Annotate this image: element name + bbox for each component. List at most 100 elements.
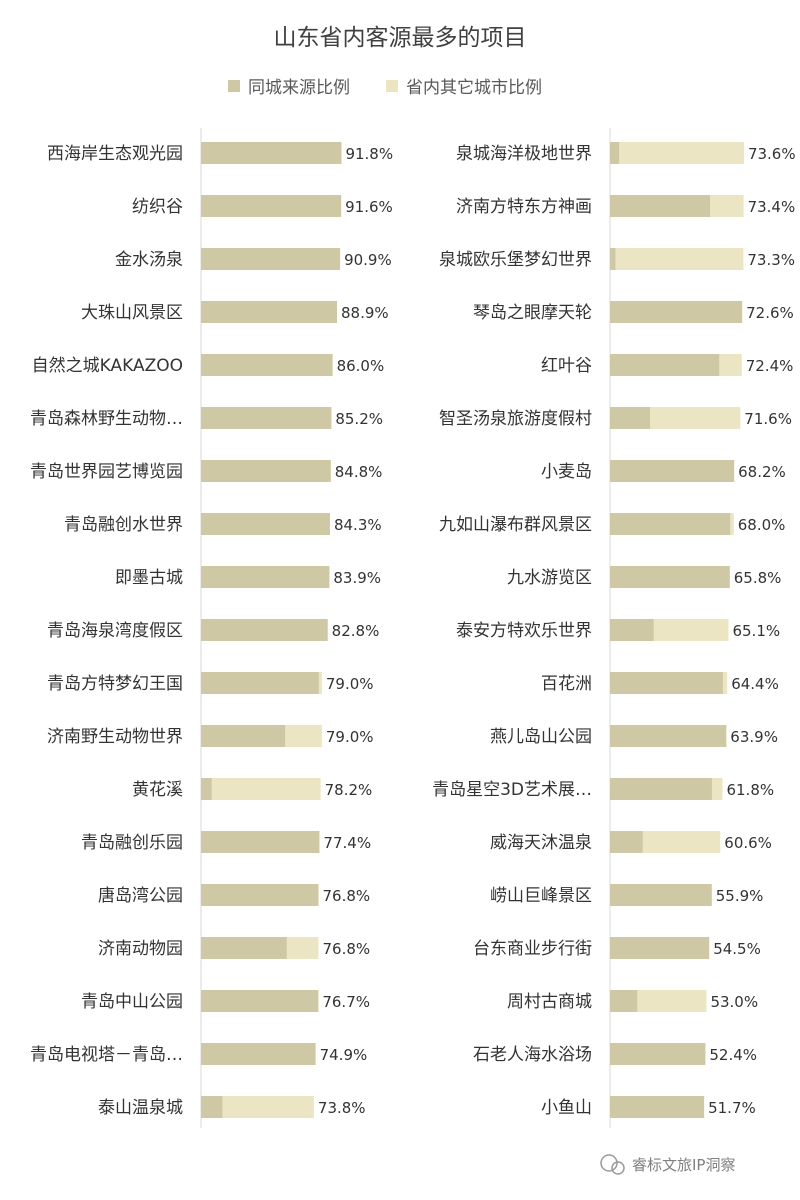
category-label: 青岛电视塔－青岛… <box>30 1045 183 1065</box>
value-label: 78.2% <box>325 781 373 799</box>
value-label: 73.8% <box>318 1099 366 1117</box>
legend-swatch-other-city <box>386 80 398 92</box>
value-label: 73.4% <box>748 198 796 216</box>
bar-same-city <box>201 725 286 747</box>
bar-same-city <box>610 354 720 376</box>
legend-label-same-city: 同城来源比例 <box>248 78 350 98</box>
bar-row: 金水汤泉 90.9% <box>115 248 392 270</box>
bar-same-city <box>610 831 643 853</box>
category-label: 九如山瀑布群风景区 <box>439 515 592 535</box>
bar-row: 威海天沐温泉 60.6% <box>490 831 772 853</box>
category-label: 青岛海泉湾度假区 <box>47 621 183 641</box>
bar-same-city <box>610 990 638 1012</box>
bar-row: 小麦岛 68.2% <box>541 460 786 482</box>
bar-row: 济南方特东方神画 73.4% <box>456 195 795 217</box>
bar-row: 泰安方特欢乐世界 65.1% <box>456 619 780 641</box>
bar-same-city <box>201 990 319 1012</box>
category-label: 青岛融创水世界 <box>64 515 183 535</box>
value-label: 76.8% <box>323 940 371 958</box>
bar-same-city <box>201 142 342 164</box>
value-label: 53.0% <box>710 993 758 1011</box>
bar-same-city <box>201 831 320 853</box>
value-label: 77.4% <box>323 834 371 852</box>
bar-same-city <box>201 672 319 694</box>
bar-other-city <box>201 1096 314 1118</box>
bar-row: 智圣汤泉旅游度假村 71.6% <box>439 407 792 429</box>
value-label: 60.6% <box>724 834 772 852</box>
bar-same-city <box>201 1043 316 1065</box>
bar-same-city <box>610 1096 705 1118</box>
bar-row: 大珠山风景区 88.9% <box>81 301 389 323</box>
category-label: 青岛融创乐园 <box>81 833 183 853</box>
bar-same-city <box>610 725 727 747</box>
bar-same-city <box>201 619 328 641</box>
right-panel: 泉城海洋极地世界 73.6% 济南方特东方神画 73.4% 泉城欧乐堡梦幻世界 73.3%… <box>432 142 796 1118</box>
bar-row: 泉城欧乐堡梦幻世界 73.3% <box>439 248 795 270</box>
bar-row: 青岛电视塔－青岛… 74.9% <box>30 1043 367 1065</box>
bar-same-city <box>610 566 730 588</box>
bar-row: 即墨古城 83.9% <box>115 566 381 588</box>
bar-row: 唐岛湾公园 76.8% <box>98 884 370 906</box>
watermark-text: 睿标文旅IP洞察 <box>632 1156 735 1174</box>
value-label: 61.8% <box>726 781 774 799</box>
legend: 同城来源比例 省内其它城市比例 <box>228 78 542 98</box>
category-label: 威海天沐温泉 <box>490 833 592 853</box>
value-label: 76.7% <box>322 993 370 1011</box>
category-label: 周村古商城 <box>507 992 592 1012</box>
value-label: 79.0% <box>326 728 374 746</box>
value-label: 73.3% <box>747 251 795 269</box>
value-label: 91.8% <box>345 145 393 163</box>
category-label: 青岛方特梦幻王国 <box>47 674 183 694</box>
bar-same-city <box>610 778 712 800</box>
value-label: 86.0% <box>337 357 385 375</box>
bar-same-city <box>201 460 331 482</box>
category-label: 泰安方特欢乐世界 <box>456 621 592 641</box>
bar-row: 青岛中山公园 76.7% <box>81 990 370 1012</box>
value-label: 84.3% <box>334 516 382 534</box>
bar-row: 九水游览区 65.8% <box>507 566 781 588</box>
legend-label-other-city: 省内其它城市比例 <box>406 78 542 98</box>
category-label: 青岛森林野生动物… <box>30 409 183 429</box>
value-label: 64.4% <box>731 675 779 693</box>
bar-row: 西海岸生态观光园 91.8% <box>47 142 393 164</box>
value-label: 82.8% <box>332 622 380 640</box>
value-label: 72.4% <box>746 357 794 375</box>
category-label: 小麦岛 <box>541 462 592 482</box>
bar-same-city <box>610 937 710 959</box>
category-label: 即墨古城 <box>115 568 183 588</box>
bar-row: 泉城海洋极地世界 73.6% <box>456 142 796 164</box>
bar-same-city <box>201 407 332 429</box>
bar-row: 青岛融创水世界 84.3% <box>64 513 382 535</box>
category-label: 西海岸生态观光园 <box>47 144 183 164</box>
bar-same-city <box>610 619 654 641</box>
category-label: 纺织谷 <box>132 197 183 217</box>
bar-same-city <box>201 301 338 323</box>
value-label: 68.2% <box>738 463 786 481</box>
value-label: 51.7% <box>708 1099 756 1117</box>
wechat-icon <box>600 1154 618 1172</box>
category-label: 自然之城KAKAZOO <box>32 356 183 376</box>
value-label: 72.6% <box>746 304 794 322</box>
value-label: 54.5% <box>713 940 761 958</box>
bar-row: 周村古商城 53.0% <box>507 990 758 1012</box>
category-label: 济南方特东方神画 <box>456 197 592 217</box>
bar-row: 青岛融创乐园 77.4% <box>81 831 371 853</box>
bar-row: 纺织谷 91.6% <box>132 195 393 217</box>
category-label: 唐岛湾公园 <box>98 885 183 906</box>
category-label: 泉城欧乐堡梦幻世界 <box>439 250 592 270</box>
value-label: 74.9% <box>320 1046 368 1064</box>
bar-same-city <box>610 407 651 429</box>
bar-row: 黄花溪 78.2% <box>132 778 372 800</box>
bar-row: 自然之城KAKAZOO 86.0% <box>32 354 385 376</box>
category-label: 九水游览区 <box>507 568 592 588</box>
bar-row: 青岛星空3D艺术展… 61.8% <box>432 778 774 800</box>
category-label: 小鱼山 <box>541 1098 592 1118</box>
value-label: 68.0% <box>738 516 786 534</box>
bar-row: 青岛森林野生动物… 85.2% <box>30 407 383 429</box>
bar-row: 石老人海水浴场 52.4% <box>473 1043 757 1065</box>
bar-row: 青岛世界园艺博览园 84.8% <box>30 460 382 482</box>
bar-same-city <box>610 884 712 906</box>
bar-row: 红叶谷 72.4% <box>541 354 793 376</box>
bar-same-city <box>610 513 731 535</box>
